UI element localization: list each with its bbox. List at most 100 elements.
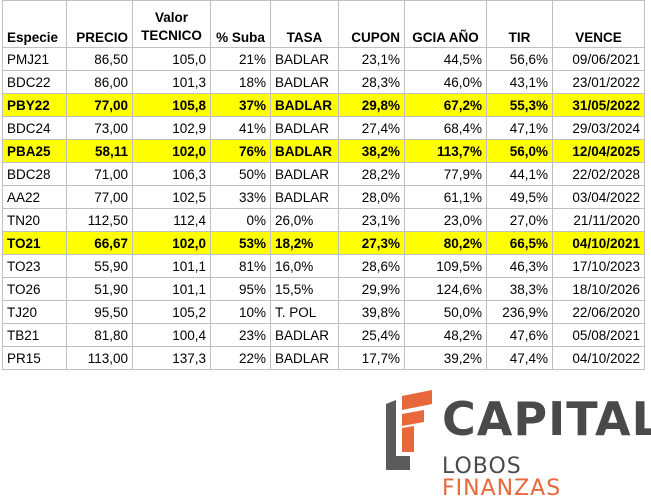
cell-valor-tecnico: 106,3: [132, 162, 211, 186]
cell-cupon: 27,4%: [338, 116, 405, 140]
header-precio: PRECIO: [66, 0, 133, 48]
cell-especie: TN20: [2, 208, 67, 232]
cell-vence: 31/05/2022: [552, 93, 645, 117]
cell-precio: 77,00: [66, 93, 133, 117]
cell-tir: 55,3%: [486, 93, 553, 117]
cell-tir: 56,0%: [486, 139, 553, 163]
cell-suba: 95%: [210, 277, 271, 301]
cell-tir: 236,9%: [486, 300, 553, 324]
capital-logo: CAPITAL LOBOS FINANZAS: [380, 388, 651, 500]
cell-tir: 46,3%: [486, 254, 553, 278]
table-row: BDC22 86,00 101,3 18% BADLAR 28,3% 46,0% 43,1% 2…: [2, 70, 645, 94]
cell-especie: BDC22: [2, 70, 67, 94]
cell-suba: 18%: [210, 70, 271, 94]
cell-valor-tecnico: 102,0: [132, 231, 211, 255]
cell-gcia-ano: 48,2%: [404, 323, 487, 347]
cell-valor-tecnico: 112,4: [132, 208, 211, 232]
cell-tir: 43,1%: [486, 70, 553, 94]
cell-especie: PR15: [2, 346, 67, 370]
header-especie: Especie: [2, 0, 67, 48]
cell-vence: 29/03/2024: [552, 116, 645, 140]
cell-gcia-ano: 61,1%: [404, 185, 487, 209]
cell-tir: 38,3%: [486, 277, 553, 301]
cell-especie: TO26: [2, 277, 67, 301]
cell-precio: 112,50: [66, 208, 133, 232]
logo-brand-text: CAPITAL: [442, 392, 651, 446]
cell-especie: PBA25: [2, 139, 67, 163]
header-cupon: CUPON: [338, 0, 405, 48]
cell-precio: 66,67: [66, 231, 133, 255]
cell-especie: TO23: [2, 254, 67, 278]
cell-gcia-ano: 109,5%: [404, 254, 487, 278]
table-row: PBY22 77,00 105,8 37% BADLAR 29,8% 67,2% 55,3% 3…: [2, 93, 645, 117]
cell-suba: 41%: [210, 116, 271, 140]
cell-precio: 55,90: [66, 254, 133, 278]
cell-valor-tecnico: 101,1: [132, 254, 211, 278]
header-suba: % Suba: [210, 0, 271, 48]
cell-precio: 86,00: [66, 70, 133, 94]
cell-precio: 77,00: [66, 185, 133, 209]
cell-gcia-ano: 23,0%: [404, 208, 487, 232]
cell-tir: 66,5%: [486, 231, 553, 255]
cell-tasa: T. POL: [270, 300, 339, 324]
cell-cupon: 27,3%: [338, 231, 405, 255]
header-gcia-ano: GCIA AÑO: [404, 0, 487, 48]
table-row: AA22 77,00 102,5 33% BADLAR 28,0% 61,1% 49,5% 03…: [2, 185, 645, 209]
cell-especie: PMJ21: [2, 47, 67, 71]
cell-gcia-ano: 124,6%: [404, 277, 487, 301]
cell-gcia-ano: 77,9%: [404, 162, 487, 186]
cell-vence: 09/06/2021: [552, 47, 645, 71]
header-row: Especie PRECIO Valor TECNICO % Suba TASA…: [2, 0, 645, 48]
cell-valor-tecnico: 137,3: [132, 346, 211, 370]
cell-cupon: 23,1%: [338, 208, 405, 232]
cell-vence: 23/01/2022: [552, 70, 645, 94]
cell-tir: 47,4%: [486, 346, 553, 370]
table-row: BDC28 71,00 106,3 50% BADLAR 28,2% 77,9% 44,1% 2…: [2, 162, 645, 186]
cell-cupon: 17,7%: [338, 346, 405, 370]
header-valor-tecnico: Valor TECNICO: [132, 0, 211, 48]
table-row: BDC24 73,00 102,9 41% BADLAR 27,4% 68,4% 47,1% 2…: [2, 116, 645, 140]
cell-vence: 03/04/2022: [552, 185, 645, 209]
cell-tasa: BADLAR: [270, 346, 339, 370]
cell-vence: 22/06/2020: [552, 300, 645, 324]
table-row: PMJ21 86,50 105,0 21% BADLAR 23,1% 44,5% 56,6% 0…: [2, 47, 645, 71]
table-row: TO23 55,90 101,1 81% 16,0% 28,6% 109,5% 46,3% 17…: [2, 254, 645, 278]
cell-valor-tecnico: 102,5: [132, 185, 211, 209]
cell-gcia-ano: 68,4%: [404, 116, 487, 140]
cell-vence: 05/08/2021: [552, 323, 645, 347]
lf-logo-mark-icon: [386, 390, 432, 470]
cell-suba: 37%: [210, 93, 271, 117]
cell-suba: 50%: [210, 162, 271, 186]
table-row: TN20 112,50 112,4 0% 26,0% 23,1% 23,0% 27,0% 21/…: [2, 208, 645, 232]
cell-vence: 04/10/2021: [552, 231, 645, 255]
cell-vence: 18/10/2026: [552, 277, 645, 301]
cell-gcia-ano: 50,0%: [404, 300, 487, 324]
cell-tasa: BADLAR: [270, 323, 339, 347]
cell-precio: 95,50: [66, 300, 133, 324]
cell-tasa: BADLAR: [270, 93, 339, 117]
logo-subtitle: LOBOS FINANZAS: [442, 456, 642, 500]
bonds-table: Especie PRECIO Valor TECNICO % Suba TASA…: [2, 0, 645, 370]
cell-tasa: BADLAR: [270, 185, 339, 209]
cell-especie: PBY22: [2, 93, 67, 117]
cell-valor-tecnico: 105,2: [132, 300, 211, 324]
cell-suba: 0%: [210, 208, 271, 232]
cell-suba: 76%: [210, 139, 271, 163]
cell-cupon: 28,3%: [338, 70, 405, 94]
cell-cupon: 28,6%: [338, 254, 405, 278]
cell-especie: TO21: [2, 231, 67, 255]
cell-especie: AA22: [2, 185, 67, 209]
cell-valor-tecnico: 101,1: [132, 277, 211, 301]
cell-tasa: 16,0%: [270, 254, 339, 278]
cell-valor-tecnico: 105,0: [132, 47, 211, 71]
cell-tir: 44,1%: [486, 162, 553, 186]
cell-tasa: BADLAR: [270, 139, 339, 163]
cell-valor-tecnico: 101,3: [132, 70, 211, 94]
cell-suba: 23%: [210, 323, 271, 347]
table-row: TO26 51,90 101,1 95% 15,5% 29,9% 124,6% 38,3% 18…: [2, 277, 645, 301]
table-body: PMJ21 86,50 105,0 21% BADLAR 23,1% 44,5% 56,6% 0…: [2, 47, 645, 370]
cell-gcia-ano: 113,7%: [404, 139, 487, 163]
cell-especie: TB21: [2, 323, 67, 347]
cell-valor-tecnico: 100,4: [132, 323, 211, 347]
cell-tasa: BADLAR: [270, 47, 339, 71]
